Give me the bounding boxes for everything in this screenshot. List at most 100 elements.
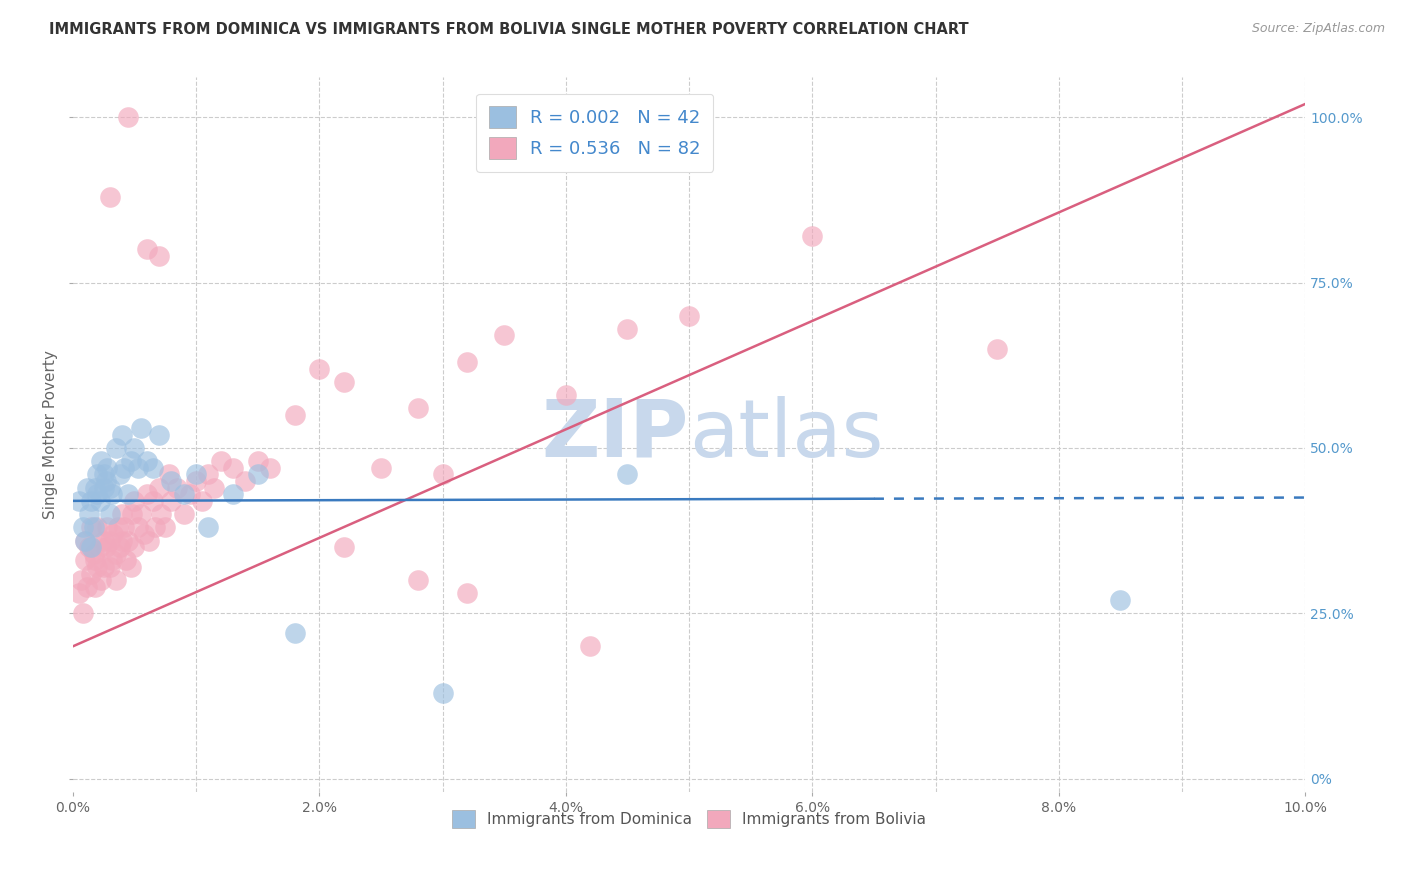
- Point: [197, 520, 219, 534]
- Text: IMMIGRANTS FROM DOMINICA VS IMMIGRANTS FROM BOLIVIA SINGLE MOTHER POVERTY CORREL: IMMIGRANTS FROM DOMINICA VS IMMIGRANTS F…: [49, 22, 969, 37]
- Legend: Immigrants from Dominica, Immigrants from Bolivia: Immigrants from Dominica, Immigrants fro…: [446, 804, 932, 834]
- Point: [73, 553, 96, 567]
- Point: [101, 553, 124, 567]
- Point: [129, 507, 152, 521]
- Point: [284, 408, 307, 422]
- Point: [233, 474, 256, 488]
- Point: [70, 574, 93, 588]
- Point: [117, 110, 139, 124]
- Point: [432, 467, 454, 482]
- Point: [124, 494, 146, 508]
- Point: [93, 533, 115, 548]
- Point: [456, 355, 478, 369]
- Y-axis label: Single Mother Poverty: Single Mother Poverty: [44, 351, 58, 519]
- Point: [83, 580, 105, 594]
- Point: [80, 566, 103, 581]
- Point: [86, 560, 108, 574]
- Point: [104, 547, 127, 561]
- Point: [86, 487, 108, 501]
- Point: [173, 507, 195, 521]
- Point: [135, 454, 157, 468]
- Point: [222, 487, 245, 501]
- Point: [456, 586, 478, 600]
- Text: ZIP: ZIP: [541, 396, 689, 474]
- Point: [160, 494, 183, 508]
- Point: [120, 454, 142, 468]
- Point: [76, 481, 98, 495]
- Point: [98, 533, 121, 548]
- Point: [160, 474, 183, 488]
- Point: [142, 460, 165, 475]
- Point: [209, 454, 232, 468]
- Point: [406, 401, 429, 416]
- Point: [72, 607, 94, 621]
- Text: Source: ZipAtlas.com: Source: ZipAtlas.com: [1251, 22, 1385, 36]
- Point: [179, 487, 201, 501]
- Point: [80, 520, 103, 534]
- Point: [148, 427, 170, 442]
- Point: [222, 460, 245, 475]
- Point: [259, 460, 281, 475]
- Point: [120, 560, 142, 574]
- Point: [98, 189, 121, 203]
- Point: [184, 474, 207, 488]
- Point: [284, 626, 307, 640]
- Point: [1109, 593, 1132, 607]
- Point: [86, 467, 108, 482]
- Point: [308, 361, 330, 376]
- Point: [96, 520, 118, 534]
- Point: [114, 520, 136, 534]
- Point: [370, 460, 392, 475]
- Point: [77, 540, 100, 554]
- Point: [98, 560, 121, 574]
- Point: [184, 467, 207, 482]
- Point: [138, 533, 160, 548]
- Point: [77, 507, 100, 521]
- Point: [90, 574, 112, 588]
- Point: [616, 322, 638, 336]
- Point: [83, 520, 105, 534]
- Point: [142, 494, 165, 508]
- Point: [173, 487, 195, 501]
- Point: [93, 481, 115, 495]
- Point: [93, 467, 115, 482]
- Point: [333, 540, 356, 554]
- Point: [124, 441, 146, 455]
- Point: [121, 507, 143, 521]
- Point: [76, 580, 98, 594]
- Point: [90, 454, 112, 468]
- Point: [432, 686, 454, 700]
- Point: [73, 533, 96, 548]
- Point: [135, 243, 157, 257]
- Point: [104, 574, 127, 588]
- Point: [148, 249, 170, 263]
- Point: [494, 328, 516, 343]
- Point: [108, 540, 131, 554]
- Point: [107, 520, 129, 534]
- Text: atlas: atlas: [689, 396, 883, 474]
- Point: [197, 467, 219, 482]
- Point: [96, 460, 118, 475]
- Point: [333, 375, 356, 389]
- Point: [89, 494, 111, 508]
- Point: [204, 481, 226, 495]
- Point: [127, 460, 149, 475]
- Point: [114, 553, 136, 567]
- Point: [117, 487, 139, 501]
- Point: [135, 487, 157, 501]
- Point: [108, 467, 131, 482]
- Point: [143, 520, 166, 534]
- Point: [101, 487, 124, 501]
- Point: [80, 540, 103, 554]
- Point: [98, 507, 121, 521]
- Point: [83, 481, 105, 495]
- Point: [83, 553, 105, 567]
- Point: [554, 388, 576, 402]
- Point: [104, 441, 127, 455]
- Point: [986, 342, 1008, 356]
- Point: [166, 481, 188, 495]
- Point: [124, 540, 146, 554]
- Point: [83, 547, 105, 561]
- Point: [67, 586, 90, 600]
- Point: [191, 494, 214, 508]
